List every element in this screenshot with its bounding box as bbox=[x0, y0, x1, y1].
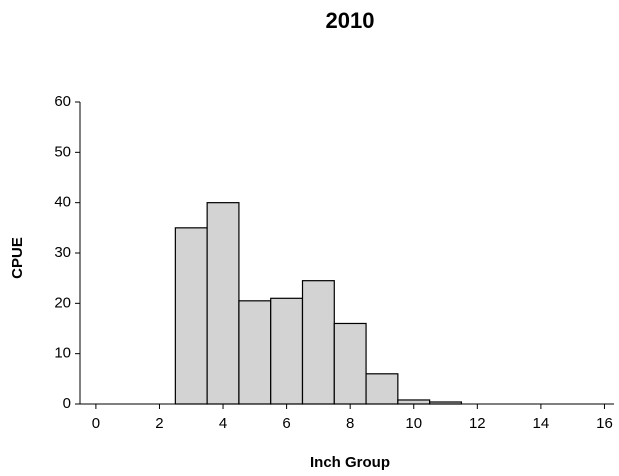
bar bbox=[333, 322, 367, 405]
x-tick-label: 10 bbox=[405, 415, 422, 432]
bar bbox=[206, 202, 240, 405]
x-tick-label: 8 bbox=[346, 415, 354, 432]
y-tick-label: 10 bbox=[54, 345, 71, 362]
x-tick-label: 6 bbox=[282, 415, 290, 432]
bar bbox=[270, 297, 304, 405]
y-tick-label: 0 bbox=[63, 395, 71, 412]
bar bbox=[174, 227, 208, 405]
y-tick-label: 40 bbox=[54, 194, 71, 211]
bar bbox=[301, 280, 335, 405]
x-tick-label: 0 bbox=[92, 415, 100, 432]
y-tick-label: 30 bbox=[54, 244, 71, 261]
x-tick-label: 2 bbox=[155, 415, 163, 432]
y-tick-label: 50 bbox=[54, 143, 71, 160]
x-tick-label: 14 bbox=[533, 415, 550, 432]
y-tick-label: 60 bbox=[54, 93, 71, 110]
bar bbox=[365, 373, 399, 405]
y-tick-label: 20 bbox=[54, 294, 71, 311]
bar bbox=[429, 401, 463, 405]
x-tick-label: 12 bbox=[469, 415, 486, 432]
x-tick-label: 16 bbox=[596, 415, 613, 432]
bar bbox=[238, 300, 272, 405]
chart-title: 2010 bbox=[326, 8, 375, 33]
y-axis-title: CPUE bbox=[9, 237, 26, 279]
bar bbox=[397, 399, 431, 405]
x-axis-title: Inch Group bbox=[310, 454, 390, 471]
x-tick-label: 4 bbox=[219, 415, 227, 432]
